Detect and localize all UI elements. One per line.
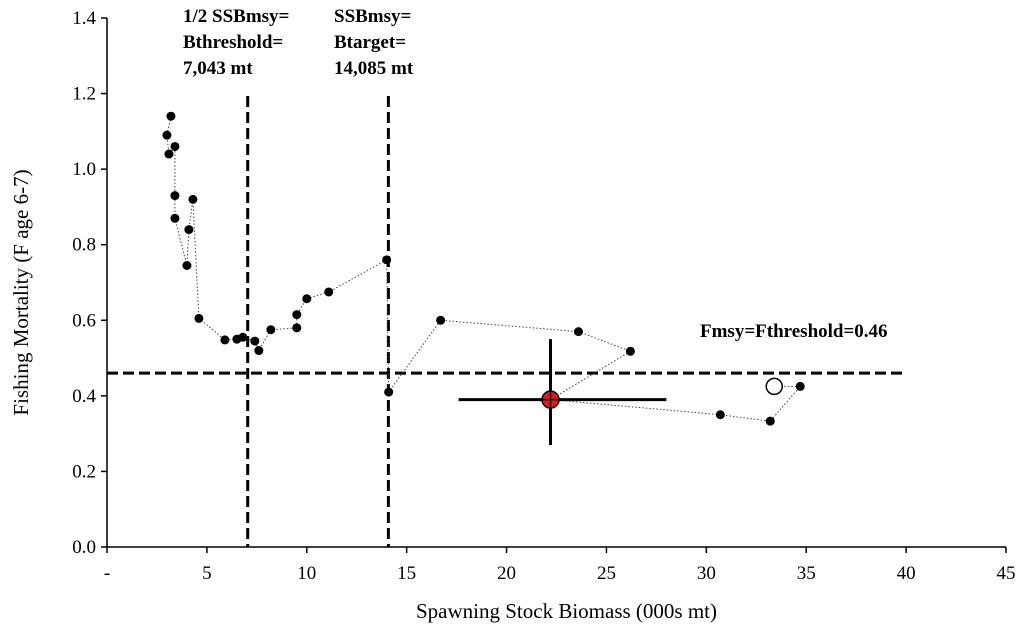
series-trajectory-line [166, 116, 802, 422]
data-point [182, 260, 192, 270]
data-point [188, 194, 198, 204]
data-point [382, 255, 392, 265]
data-point [715, 410, 725, 420]
y-tick-label: 0.2 [72, 461, 96, 482]
data-point [170, 213, 180, 223]
btarget-annotation-line: SSBmsy= [334, 6, 411, 27]
data-point [194, 313, 204, 323]
y-tick-label: 1.2 [72, 84, 96, 105]
x-tick-label: 10 [297, 563, 316, 584]
y-axis-title: Fishing Mortality (F age 6-7) [9, 169, 33, 415]
bthreshold-annotation-line: 7,043 mt [183, 58, 253, 79]
data-point [795, 381, 805, 391]
x-tick-label: 25 [597, 563, 616, 584]
data-point [384, 387, 394, 397]
btarget-annotation-line: Btarget= [334, 32, 406, 53]
data-point [162, 130, 172, 140]
data-point [220, 335, 230, 345]
data-point [625, 346, 635, 356]
bthreshold-annotation-line: Bthreshold= [183, 32, 283, 53]
y-tick-label: 1.4 [72, 8, 96, 29]
x-tick-label: 15 [397, 563, 416, 584]
adjusted-estimate-point [765, 377, 784, 396]
x-tick-label: 40 [897, 563, 916, 584]
y-tick-label: 0.4 [72, 386, 96, 407]
x-tick-label: - [104, 563, 110, 584]
x-tick-label: 30 [697, 563, 716, 584]
data-point [324, 287, 334, 297]
data-point [238, 332, 248, 342]
x-tick-label: 20 [497, 563, 516, 584]
data-point [302, 294, 312, 304]
x-tick-label: 45 [997, 563, 1016, 584]
data-point [292, 310, 302, 320]
bthreshold-annotation-line: 1/2 SSBmsy= [183, 6, 289, 27]
fmsy-annotation: Fmsy=Fthreshold=0.46 [700, 321, 888, 342]
y-tick-label: 1.0 [72, 159, 96, 180]
data-point [250, 336, 260, 346]
data-point [266, 325, 276, 335]
data-point [164, 149, 174, 159]
data-point [166, 111, 176, 121]
data-point [292, 323, 302, 333]
data-point [184, 225, 194, 235]
data-point [170, 141, 180, 151]
data-point [254, 346, 264, 356]
y-tick-label: 0.0 [72, 537, 96, 558]
data-point [765, 416, 775, 426]
y-tick-label: 0.8 [72, 235, 96, 256]
data-point [170, 191, 180, 201]
x-tick-label: 5 [202, 563, 212, 584]
data-point [436, 315, 446, 325]
x-tick-label: 35 [797, 563, 816, 584]
x-axis-title: Spawning Stock Biomass (000s mt) [416, 599, 717, 623]
data-point [573, 327, 583, 337]
y-tick-label: 0.6 [72, 310, 96, 331]
btarget-annotation-line: 14,085 mt [334, 58, 414, 79]
